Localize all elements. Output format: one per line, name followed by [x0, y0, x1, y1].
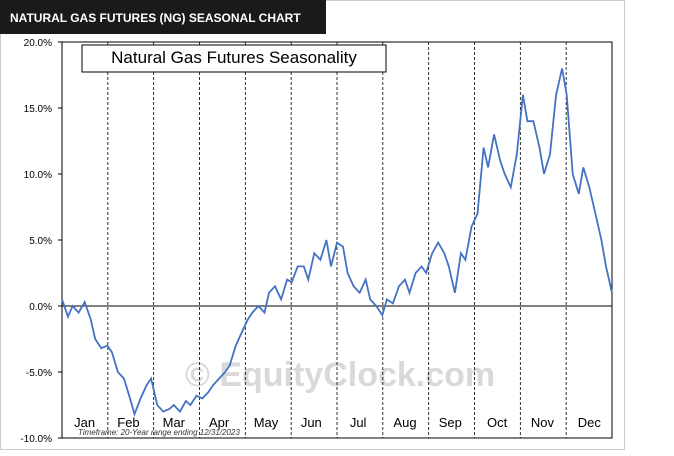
y-tick-label: 15.0%	[24, 104, 52, 115]
x-tick-label: Aug	[393, 415, 416, 430]
x-tick-label: Nov	[531, 415, 555, 430]
x-tick-label: Feb	[117, 415, 139, 430]
x-tick-label: Apr	[209, 415, 230, 430]
title-box	[81, 44, 387, 73]
watermark: © EquityClock.com	[185, 356, 495, 394]
y-tick-label: -5.0%	[26, 368, 52, 379]
x-tick-label: Jan	[74, 415, 95, 430]
y-tick-label: 10.0%	[24, 170, 52, 181]
x-tick-label: Sep	[439, 415, 462, 430]
x-tick-label: Jun	[301, 415, 322, 430]
x-tick-label: May	[254, 415, 279, 430]
y-tick-label: 20.0%	[24, 38, 52, 49]
x-tick-label: Oct	[487, 415, 508, 430]
series-line	[61, 68, 613, 418]
footnote: Timeframe: 20-Year range ending 12/31/20…	[78, 428, 240, 437]
y-tick-label: -10.0%	[20, 434, 52, 445]
x-tick-label: Mar	[163, 415, 186, 430]
x-tick-label: Jul	[350, 415, 367, 430]
y-tick-label: 0.0%	[29, 302, 52, 313]
chart-title: Natural Gas Futures Seasonality	[111, 48, 357, 67]
header-bar	[0, 0, 326, 34]
x-tick-label: Dec	[578, 415, 602, 430]
y-tick-label: 5.0%	[29, 236, 52, 247]
header: NATURAL GAS FUTURES (NG) SEASONAL CHART	[10, 11, 301, 25]
